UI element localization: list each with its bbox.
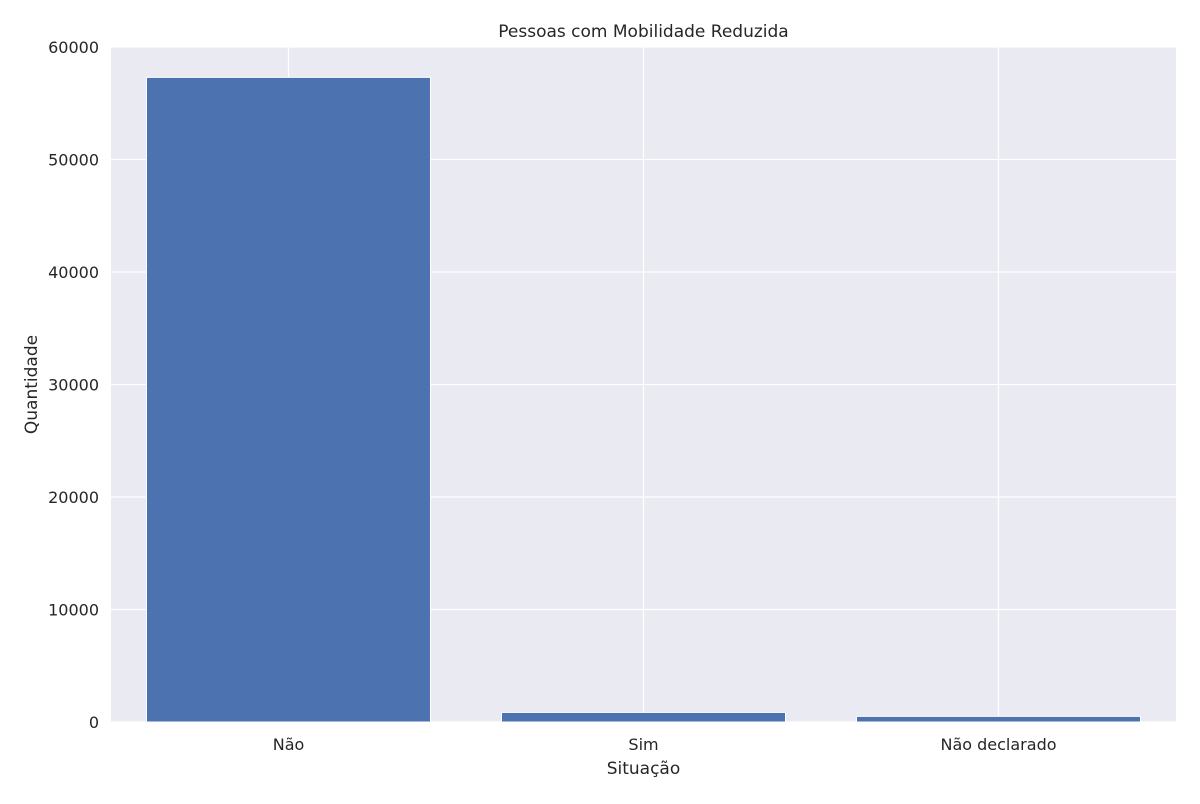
x-tick-label: Sim [628, 735, 658, 754]
x-tick-label: Não declarado [940, 735, 1056, 754]
y-axis-label: Quantidade [22, 335, 42, 434]
y-tick-label: 20000 [48, 488, 99, 507]
bar-n-o-declarado [856, 715, 1141, 723]
y-tick-label: 60000 [48, 38, 99, 57]
chart-title: Pessoas com Mobilidade Reduzida [498, 22, 788, 42]
y-tick-label: 0 [89, 713, 99, 732]
bar-sim [501, 711, 786, 723]
bars [146, 76, 1141, 723]
bar-n-o [146, 76, 431, 723]
y-tick-label: 10000 [48, 601, 99, 620]
x-axis-label: Situação [607, 759, 681, 779]
y-tick-label: 50000 [48, 151, 99, 170]
x-tick-label: Não [273, 735, 305, 754]
x-tick-labels: Não Sim Não declarado [273, 735, 1057, 754]
y-tick-label: 30000 [48, 376, 99, 395]
y-tick-labels: 0 10000 20000 30000 40000 50000 60000 [48, 38, 99, 732]
y-tick-label: 40000 [48, 263, 99, 282]
